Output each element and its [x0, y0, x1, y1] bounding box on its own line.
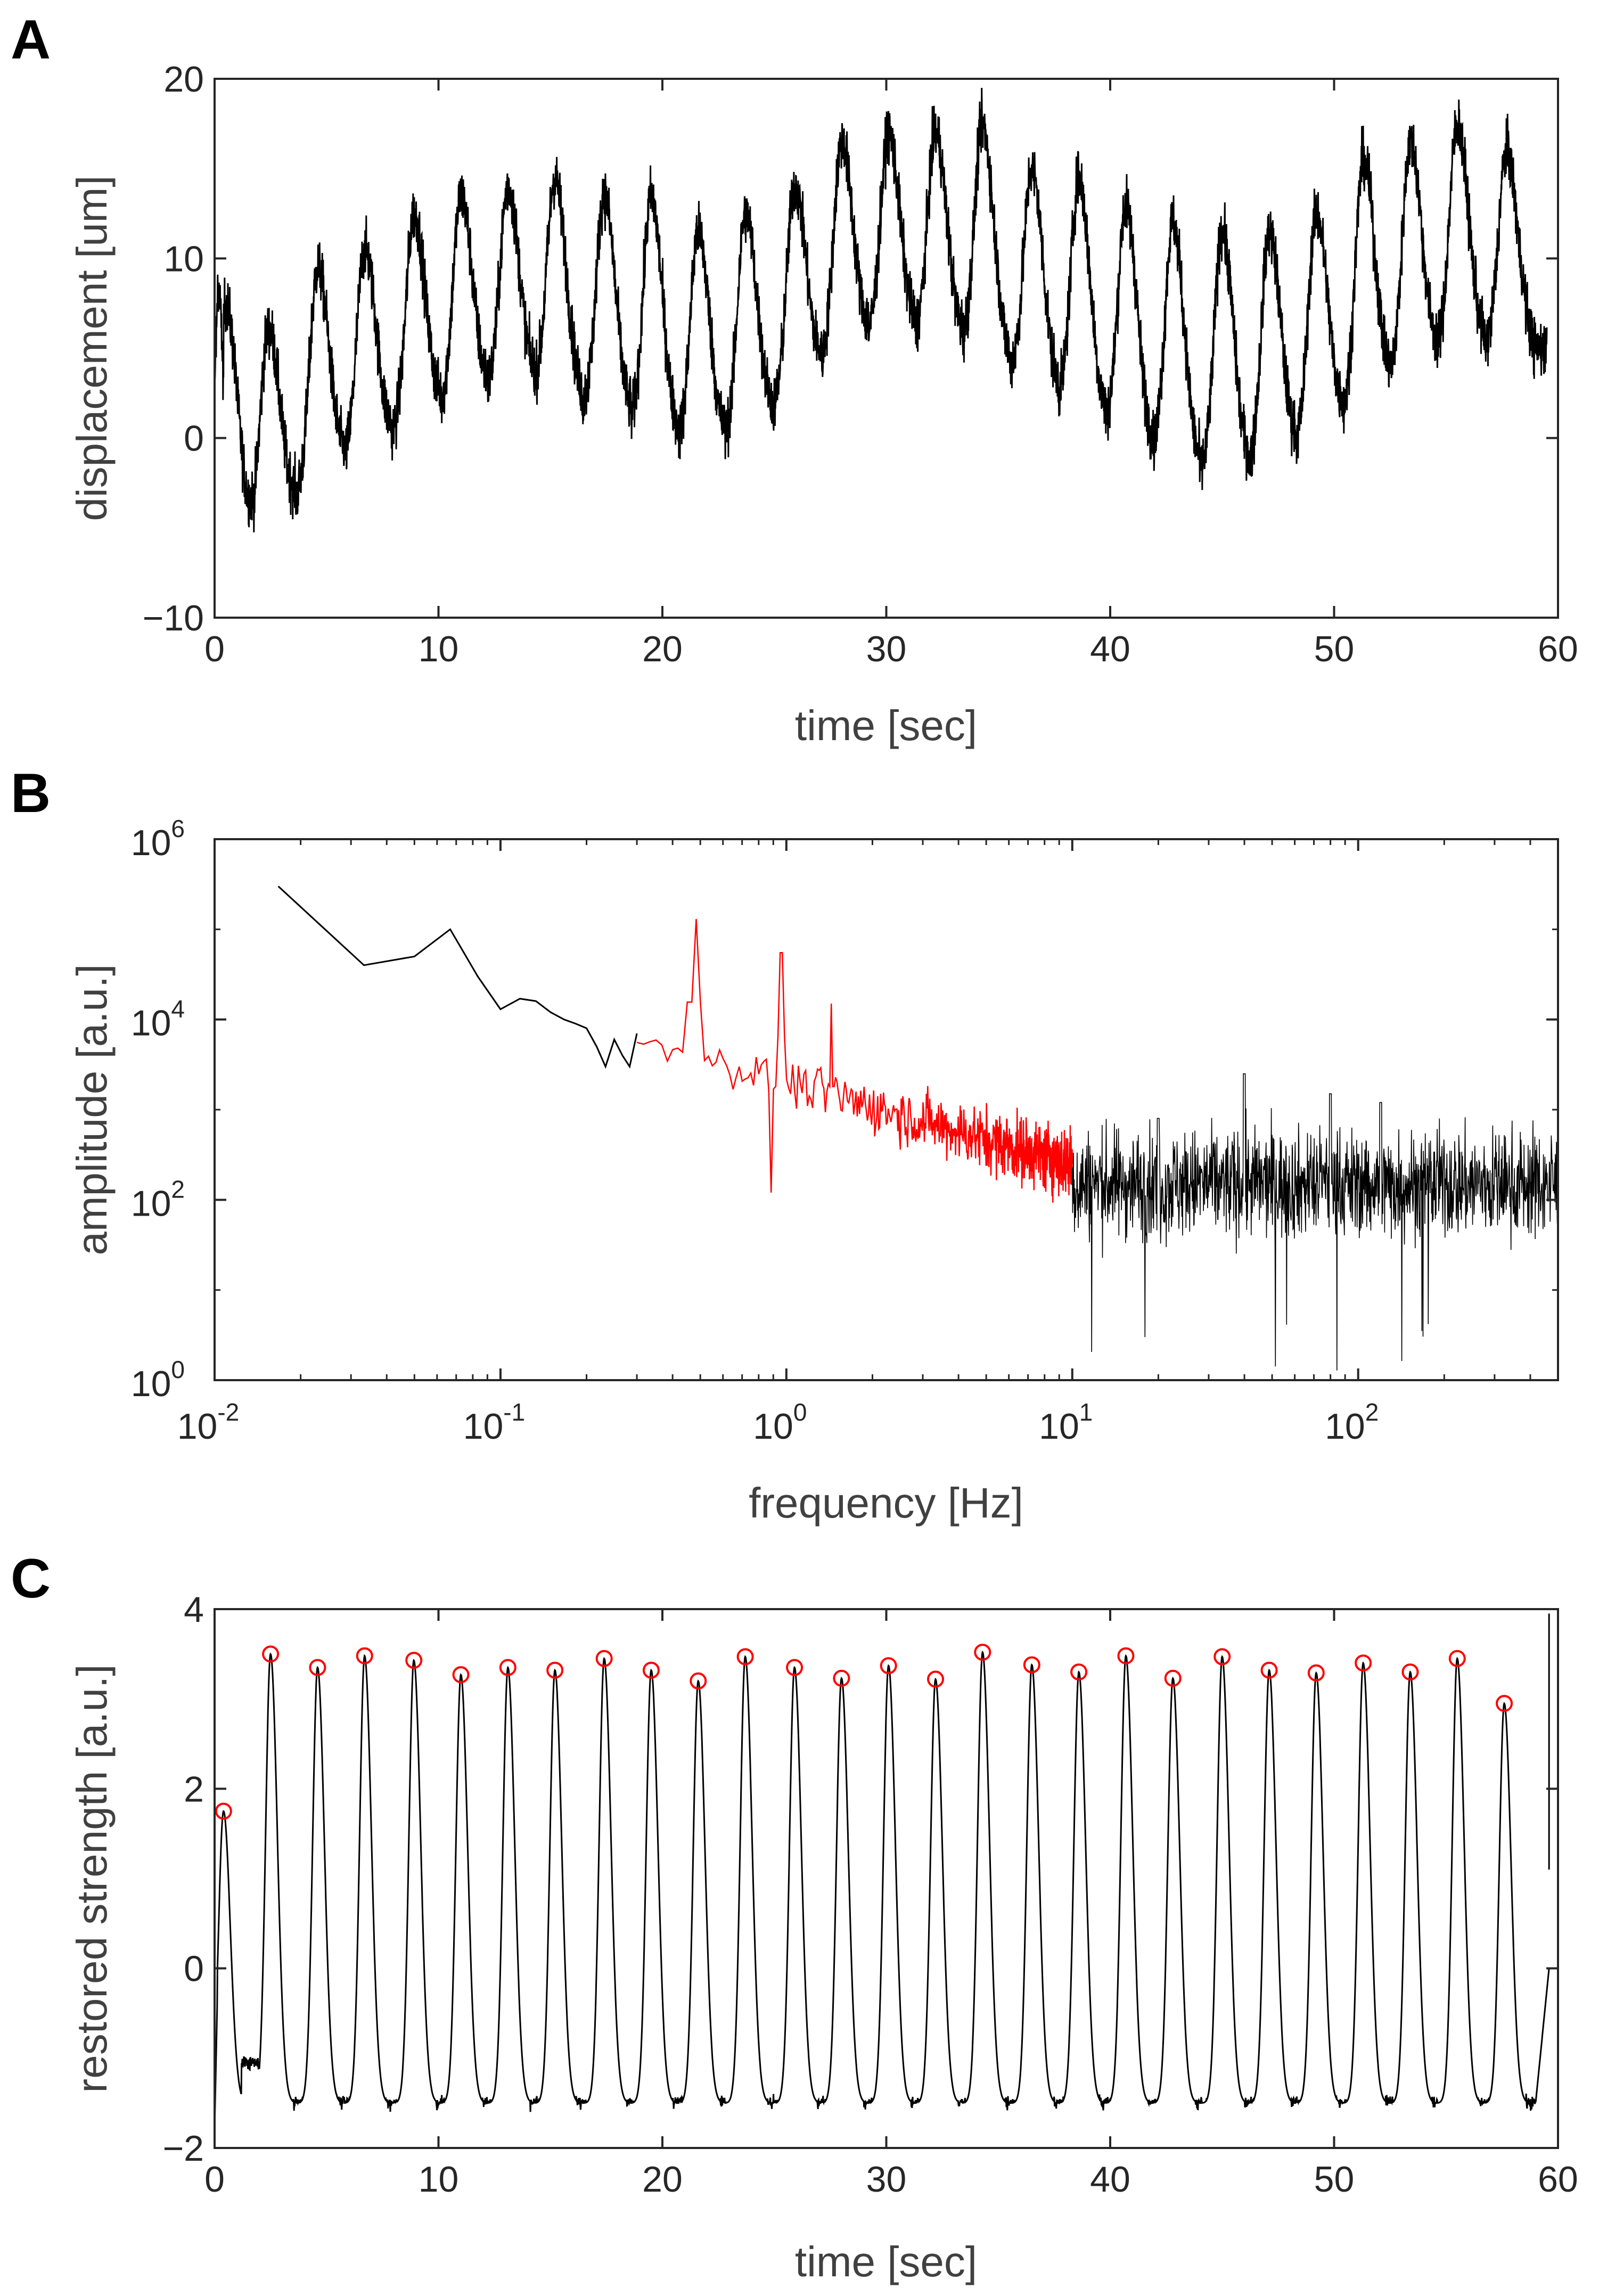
peak-marker — [1307, 1664, 1325, 1682]
a-x-tick-label: 30 — [866, 629, 907, 669]
a-y-tick-label: −10 — [143, 598, 204, 638]
peak-marker — [546, 1661, 564, 1679]
b-x-tick-label: 10-2 — [177, 1398, 240, 1447]
peak-marker — [736, 1648, 754, 1666]
peak-marker — [833, 1669, 850, 1687]
a-x-tick-label: 20 — [642, 629, 683, 669]
c-x-tick-label: 40 — [1090, 2159, 1130, 2200]
peak-marker — [1213, 1648, 1231, 1666]
peak-marker — [880, 1657, 897, 1675]
peak-marker — [974, 1643, 991, 1661]
x-axis-label-c: time [sec] — [795, 2238, 977, 2285]
peak-marker — [452, 1666, 470, 1684]
peak-marker — [499, 1659, 516, 1676]
a-x-tick-label: 60 — [1538, 629, 1578, 669]
x-axis-label-b: frequency [Hz] — [749, 1479, 1023, 1527]
peak-marker — [1117, 1647, 1135, 1664]
peak-marker — [1355, 1654, 1372, 1672]
peak-marker — [1448, 1650, 1466, 1667]
peak-marker — [1070, 1663, 1088, 1681]
peak-marker — [595, 1650, 613, 1667]
peak-marker — [1164, 1669, 1182, 1687]
a-x-tick-label: 50 — [1314, 629, 1355, 669]
peak-marker — [786, 1659, 803, 1676]
c-y-tick-label: 4 — [184, 1589, 204, 1630]
c-x-tick-label: 20 — [642, 2159, 683, 2200]
y-axis-label-c: restored strength [a.u.] — [68, 1664, 116, 2093]
peak-marker — [927, 1670, 945, 1688]
c-y-tick-label: 0 — [184, 1949, 204, 1989]
x-axis-label-a: time [sec] — [795, 702, 977, 749]
peak-marker — [356, 1647, 373, 1664]
spectrum-traces — [277, 885, 1559, 1371]
y-axis-label-a: displacement [um] — [68, 175, 116, 521]
c-x-tick-label: 10 — [419, 2159, 459, 2200]
b-y-tick-label: 106 — [131, 815, 185, 863]
b-x-tick-label: 101 — [1039, 1398, 1093, 1447]
restored-strength-trace — [214, 1613, 1550, 2130]
panel-letter-a: A — [11, 9, 51, 71]
peak-marker — [690, 1672, 707, 1690]
panel-letter-b: B — [11, 762, 51, 824]
b-y-tick-label: 102 — [131, 1175, 185, 1224]
y-axis-label-b: amplitude [a.u.] — [68, 964, 116, 1256]
peak-marker — [642, 1661, 660, 1679]
a-y-tick-label: 0 — [184, 419, 204, 459]
spectrum-band-line — [636, 919, 1073, 1203]
peak-marker — [262, 1645, 280, 1663]
displacement-trace — [214, 87, 1548, 532]
a-x-tick-label: 0 — [204, 629, 225, 669]
peak-marker — [1260, 1661, 1278, 1679]
peak-marker — [1023, 1656, 1040, 1674]
axes-ticks-b: 10-2 10-1 100 101 102 100 102 104 106 — [131, 815, 1559, 1447]
peak-marker — [1496, 1695, 1513, 1712]
peak-marker — [309, 1659, 326, 1676]
b-x-tick-label: 102 — [1325, 1398, 1379, 1447]
c-x-tick-label: 0 — [204, 2159, 225, 2200]
c-x-tick-label: 30 — [866, 2159, 907, 2200]
b-y-tick-label: 100 — [131, 1356, 185, 1404]
b-x-tick-label: 100 — [753, 1398, 807, 1447]
panel-b: B 10-2 10-1 100 101 102 100 102 104 106 frequenc… — [11, 762, 1559, 1527]
a-x-tick-label: 40 — [1090, 629, 1130, 669]
peak-marker — [405, 1652, 423, 1669]
peak-marker — [1401, 1663, 1419, 1681]
c-y-tick-label: 2 — [184, 1769, 204, 1809]
peak-markers — [215, 1643, 1513, 1820]
a-y-tick-label: 10 — [163, 239, 204, 279]
c-x-tick-label: 60 — [1538, 2159, 1578, 2200]
spectrum-high-line — [1072, 1073, 1559, 1371]
restored-strength-line — [214, 1650, 1550, 2130]
peak-marker — [215, 1802, 232, 1820]
a-y-tick-label: 20 — [163, 59, 204, 100]
displacement-line — [214, 87, 1548, 532]
a-x-tick-label: 10 — [419, 629, 459, 669]
spectrum-low-line — [277, 885, 638, 1069]
c-y-tick-label: −2 — [162, 2128, 204, 2169]
panel-letter-c: C — [11, 1548, 51, 1610]
b-y-tick-label: 104 — [131, 995, 185, 1044]
c-x-tick-label: 50 — [1314, 2159, 1355, 2200]
b-x-tick-label: 10-1 — [463, 1398, 526, 1447]
